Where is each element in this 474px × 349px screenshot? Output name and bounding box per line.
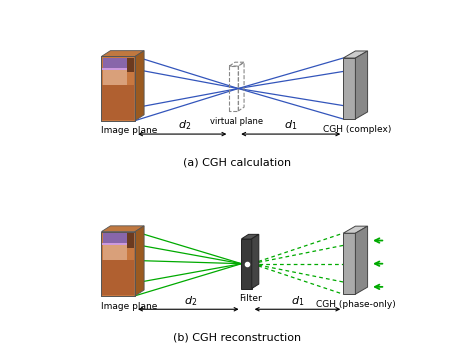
Text: $d_2$: $d_2$ [184,294,198,308]
Text: CGH (complex): CGH (complex) [323,125,391,134]
Polygon shape [101,57,135,121]
Polygon shape [102,68,135,70]
Polygon shape [103,58,129,69]
Polygon shape [101,226,144,232]
Text: virtual plane: virtual plane [210,117,263,126]
Text: $d_2$: $d_2$ [178,119,191,133]
Polygon shape [241,239,252,289]
Polygon shape [343,51,367,58]
Text: Image plane: Image plane [101,302,158,311]
Polygon shape [127,233,135,248]
Polygon shape [101,232,135,296]
Polygon shape [101,51,144,57]
Polygon shape [102,260,135,295]
Polygon shape [135,226,144,296]
Polygon shape [103,58,127,89]
Text: Filter: Filter [239,294,262,303]
Text: (b) CGH reconstruction: (b) CGH reconstruction [173,333,301,343]
Text: (a) CGH calculation: (a) CGH calculation [183,158,291,168]
Polygon shape [103,233,127,264]
Polygon shape [356,226,367,294]
Polygon shape [241,234,259,239]
Text: CGH (phase-only): CGH (phase-only) [316,300,395,309]
Polygon shape [103,233,129,244]
Polygon shape [135,51,144,121]
Polygon shape [127,58,135,73]
Text: Image plane: Image plane [101,126,158,135]
Polygon shape [102,243,135,245]
Polygon shape [102,85,135,120]
Polygon shape [343,226,367,233]
Polygon shape [252,234,259,289]
Polygon shape [343,58,356,119]
Text: $d_1$: $d_1$ [291,294,304,308]
Polygon shape [343,233,356,294]
Text: $d_1$: $d_1$ [284,119,297,133]
Polygon shape [356,51,367,119]
